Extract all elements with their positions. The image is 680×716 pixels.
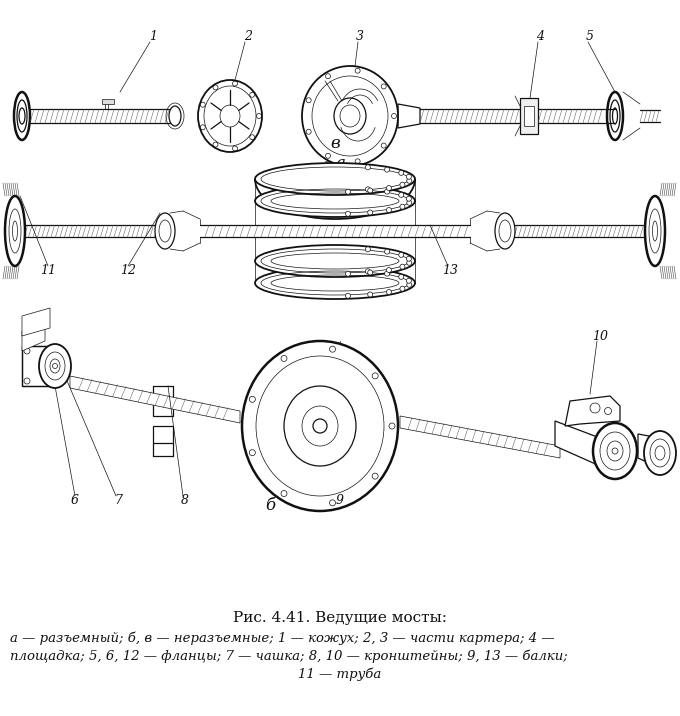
Circle shape: [407, 256, 411, 261]
Polygon shape: [153, 426, 173, 443]
Circle shape: [52, 364, 58, 369]
Circle shape: [372, 373, 378, 379]
Text: в: в: [330, 135, 340, 153]
Polygon shape: [398, 104, 420, 128]
Text: б: б: [265, 498, 275, 515]
Circle shape: [407, 200, 412, 205]
Text: а: а: [335, 155, 345, 172]
Circle shape: [386, 208, 392, 213]
Ellipse shape: [255, 245, 415, 277]
Text: 12: 12: [120, 264, 136, 278]
Ellipse shape: [242, 341, 398, 511]
Circle shape: [385, 167, 390, 172]
Circle shape: [385, 189, 390, 194]
Ellipse shape: [39, 344, 71, 388]
Text: 11 — труба: 11 — труба: [299, 667, 381, 681]
Circle shape: [407, 196, 411, 201]
Ellipse shape: [255, 267, 415, 299]
Text: Рис. 4.41. Ведущие мосты:: Рис. 4.41. Ведущие мосты:: [233, 611, 447, 625]
Circle shape: [407, 282, 412, 287]
Circle shape: [250, 397, 256, 402]
Ellipse shape: [198, 80, 262, 152]
Circle shape: [389, 423, 395, 429]
Circle shape: [368, 292, 373, 297]
Text: 1: 1: [149, 29, 157, 42]
Circle shape: [368, 270, 373, 275]
Text: 10: 10: [592, 329, 608, 342]
Circle shape: [330, 346, 335, 352]
Circle shape: [386, 268, 392, 273]
Circle shape: [400, 264, 405, 269]
Circle shape: [407, 261, 412, 266]
Polygon shape: [22, 308, 50, 336]
Ellipse shape: [255, 185, 415, 217]
Circle shape: [386, 289, 392, 294]
Circle shape: [365, 247, 371, 252]
Text: а — разъемный; б, в — неразъемные; 1 — кожух; 2, 3 — части картера; 4 —: а — разъемный; б, в — неразъемные; 1 — к…: [10, 632, 555, 644]
Ellipse shape: [155, 213, 175, 249]
Ellipse shape: [255, 163, 415, 195]
Circle shape: [372, 473, 378, 479]
Polygon shape: [153, 399, 173, 416]
Circle shape: [398, 170, 404, 175]
Circle shape: [330, 500, 335, 505]
Text: 9: 9: [336, 495, 344, 508]
Text: площадка; 5, 6, 12 — фланцы; 7 — чашка; 8, 10 — кронштейны; 9, 13 — балки;: площадка; 5, 6, 12 — фланцы; 7 — чашка; …: [10, 649, 568, 663]
Ellipse shape: [593, 423, 637, 479]
Ellipse shape: [5, 196, 25, 266]
Circle shape: [345, 271, 350, 276]
Circle shape: [400, 182, 405, 187]
Circle shape: [398, 193, 404, 198]
Text: 11: 11: [40, 264, 56, 278]
Text: 13: 13: [442, 264, 458, 278]
Text: 8: 8: [181, 495, 189, 508]
Polygon shape: [638, 434, 660, 468]
Text: 7: 7: [114, 495, 122, 508]
Text: 5: 5: [586, 29, 594, 42]
Ellipse shape: [644, 431, 676, 475]
Circle shape: [250, 450, 256, 455]
Circle shape: [407, 279, 411, 284]
Polygon shape: [555, 421, 620, 466]
Circle shape: [385, 271, 390, 276]
Text: 6: 6: [71, 495, 79, 508]
Ellipse shape: [645, 196, 665, 266]
Circle shape: [400, 286, 405, 291]
Polygon shape: [22, 346, 55, 386]
Circle shape: [385, 249, 390, 254]
Circle shape: [407, 174, 411, 179]
Polygon shape: [400, 416, 560, 458]
Circle shape: [365, 268, 371, 274]
Circle shape: [365, 187, 371, 192]
Polygon shape: [22, 321, 45, 351]
Circle shape: [345, 211, 350, 216]
Circle shape: [368, 210, 373, 215]
Text: 4: 4: [536, 29, 544, 42]
Ellipse shape: [495, 213, 515, 249]
Circle shape: [400, 204, 405, 209]
Ellipse shape: [169, 106, 181, 126]
Circle shape: [407, 178, 412, 183]
Circle shape: [386, 185, 392, 190]
Polygon shape: [70, 376, 240, 423]
Circle shape: [368, 188, 373, 193]
Bar: [524, 106, 534, 126]
Circle shape: [281, 490, 287, 497]
Circle shape: [281, 355, 287, 362]
Circle shape: [345, 294, 350, 299]
Text: 2: 2: [244, 29, 252, 42]
Circle shape: [345, 189, 350, 194]
Polygon shape: [565, 396, 620, 426]
Circle shape: [365, 165, 371, 170]
Ellipse shape: [302, 66, 398, 166]
Circle shape: [398, 274, 404, 279]
Bar: [520, 98, 538, 134]
Circle shape: [612, 448, 618, 454]
Text: 3: 3: [356, 29, 364, 42]
Circle shape: [398, 253, 404, 257]
Bar: [102, 99, 114, 104]
